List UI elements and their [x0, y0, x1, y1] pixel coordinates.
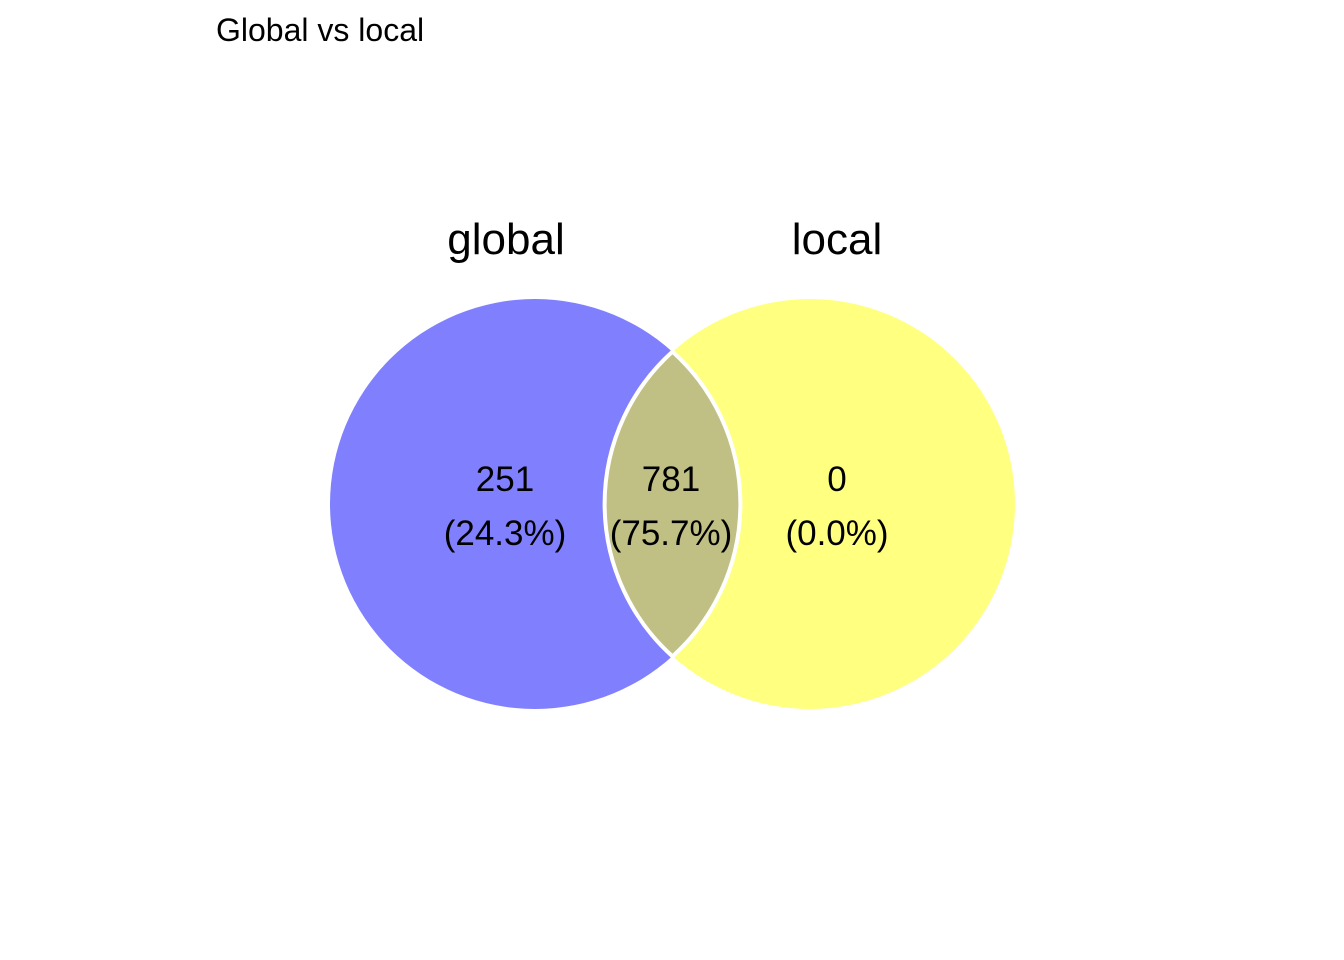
intersection-border — [602, 348, 743, 660]
global-only-percent: (24.3%) — [444, 514, 567, 553]
local-only-count: 0 — [827, 460, 846, 499]
intersection-count: 781 — [642, 460, 700, 499]
intersection-region — [604, 351, 741, 657]
venn-sets — [330, 299, 1015, 709]
global-set-label: global — [447, 215, 564, 264]
local-set-label: local — [792, 215, 883, 264]
local-only-percent: (0.0%) — [785, 514, 888, 553]
intersection-percent: (75.7%) — [610, 514, 733, 553]
global-only-count: 251 — [476, 460, 534, 499]
figure-title: Global vs local — [216, 12, 424, 48]
